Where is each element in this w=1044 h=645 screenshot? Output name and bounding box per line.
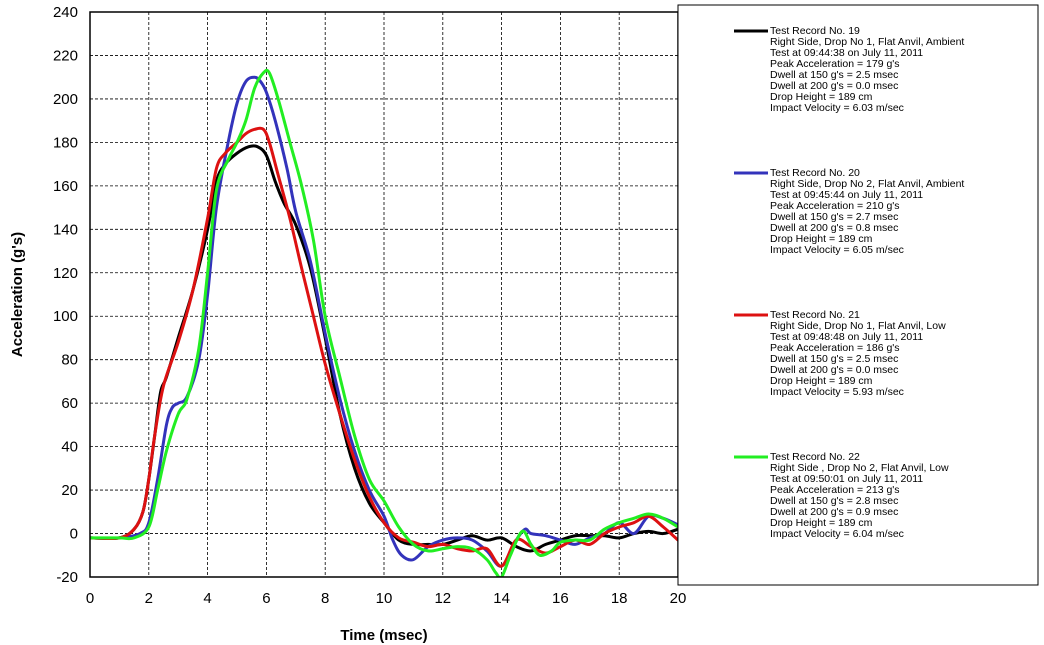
legend-detail-line: Right Side, Drop No 2, Flat Anvil, Ambie… <box>770 178 964 190</box>
legend-detail-line: Dwell at 150 g's = 2.5 msec <box>770 353 898 365</box>
y-tick-labels: -20 0 20 40 60 80 100 120 140 160 180 200 220 240 <box>53 4 78 586</box>
legend-detail-line: Drop Height = 189 cm <box>770 233 873 245</box>
legend-detail-line: Right Side, Drop No 1, Flat Anvil, Low <box>770 320 946 332</box>
legend-detail-line: Impact Velocity = 6.04 m/sec <box>770 528 904 540</box>
y-tick-label: 80 <box>61 352 78 369</box>
legend-detail-line: Drop Height = 189 cm <box>770 517 873 529</box>
legend-detail-line: Drop Height = 189 cm <box>770 91 873 103</box>
legend-detail-line: Impact Velocity = 5.93 m/sec <box>770 386 904 398</box>
legend-detail-line: Test at 09:48:48 on July 11, 2011 <box>770 331 923 343</box>
y-tick-label: 140 <box>53 221 78 238</box>
legend-detail-line: Test at 09:45:44 on July 11, 2011 <box>770 189 923 201</box>
legend-detail-line: Test at 09:44:38 on July 11, 2011 <box>770 47 923 59</box>
y-tick-label: 40 <box>61 439 78 456</box>
y-tick-label: 200 <box>53 91 78 108</box>
series-line-4 <box>90 68 678 577</box>
x-tick-label: 2 <box>145 590 153 607</box>
x-axis-title: Time (msec) <box>340 627 427 644</box>
legend-detail-line: Peak Acceleration = 213 g's <box>770 484 900 496</box>
x-tick-label: 0 <box>86 590 94 607</box>
legend-detail-line: Peak Acceleration = 210 g's <box>770 200 900 212</box>
legend-series-name: Test Record No. 22 <box>770 451 860 463</box>
legend-detail-line: Dwell at 200 g's = 0.0 msec <box>770 80 898 92</box>
legend-series-name: Test Record No. 19 <box>770 25 860 37</box>
x-tick-label: 16 <box>552 590 569 607</box>
legend-detail-line: Dwell at 150 g's = 2.8 msec <box>770 495 898 507</box>
x-tick-label: 10 <box>376 590 393 607</box>
y-tick-label: 100 <box>53 308 78 325</box>
legend-detail-line: Impact Velocity = 6.05 m/sec <box>770 244 904 256</box>
y-tick-label: 180 <box>53 134 78 151</box>
y-tick-label: 220 <box>53 47 78 64</box>
x-tick-label: 8 <box>321 590 329 607</box>
series-line-3 <box>90 126 678 568</box>
legend-detail-line: Dwell at 200 g's = 0.8 msec <box>770 222 898 234</box>
x-tick-label: 20 <box>670 590 687 607</box>
legend-detail-line: Dwell at 150 g's = 2.7 msec <box>770 211 898 223</box>
legend-detail-line: Dwell at 150 g's = 2.5 msec <box>770 69 898 81</box>
x-tick-label: 4 <box>203 590 211 607</box>
y-tick-label: 160 <box>53 178 78 195</box>
x-tick-label: 14 <box>493 590 510 607</box>
y-tick-label: 120 <box>53 265 78 282</box>
legend-detail-line: Dwell at 200 g's = 0.9 msec <box>770 506 898 518</box>
x-tick-label: 6 <box>262 590 270 607</box>
x-tick-label: 12 <box>434 590 451 607</box>
legend-box <box>677 4 1039 586</box>
y-axis-title: Acceleration (g's) <box>9 232 26 357</box>
legend-detail-line: Right Side, Drop No 1, Flat Anvil, Ambie… <box>770 36 964 48</box>
y-tick-label: 60 <box>61 395 78 412</box>
y-tick-label: 20 <box>61 482 78 499</box>
legend-detail-line: Right Side , Drop No 2, Flat Anvil, Low <box>770 462 949 474</box>
legend-detail-line: Test at 09:50:01 on July 11, 2011 <box>770 473 923 485</box>
series-lines <box>90 68 678 577</box>
legend-detail-line: Impact Velocity = 6.03 m/sec <box>770 102 904 114</box>
y-tick-label: 240 <box>53 4 78 21</box>
legend-detail-line: Peak Acceleration = 179 g's <box>770 58 900 70</box>
y-tick-label: -20 <box>56 569 78 586</box>
x-tick-label: 18 <box>611 590 628 607</box>
x-tick-labels: 0 2 4 6 8 10 12 14 16 18 20 <box>86 590 687 607</box>
legend-detail-line: Dwell at 200 g's = 0.0 msec <box>770 364 898 376</box>
y-tick-label: 0 <box>70 526 78 543</box>
legend-series-name: Test Record No. 20 <box>770 167 860 179</box>
legend-detail-line: Peak Acceleration = 186 g's <box>770 342 900 354</box>
legend-series-name: Test Record No. 21 <box>770 309 860 321</box>
legend-detail-line: Drop Height = 189 cm <box>770 375 873 387</box>
